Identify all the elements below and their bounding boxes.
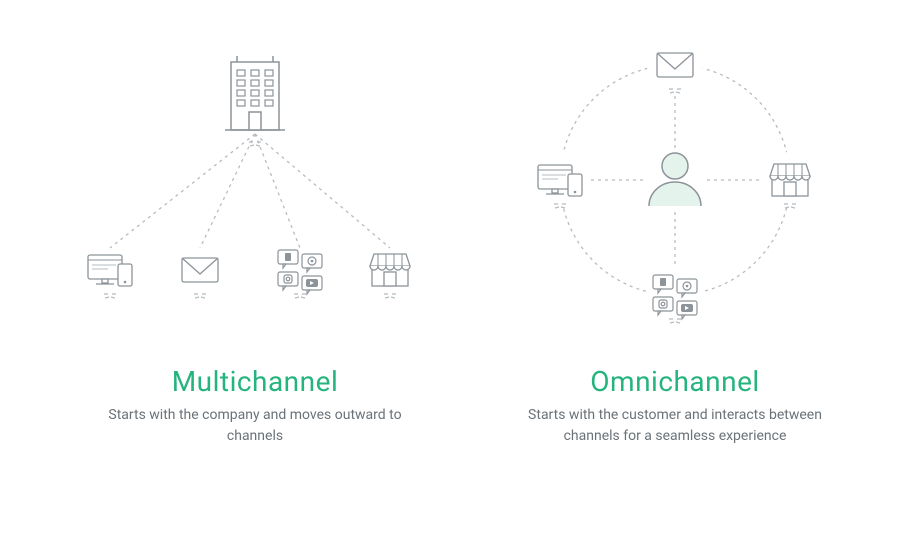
storefront-icon (370, 254, 410, 286)
customer-person-icon (649, 153, 701, 206)
storefront-icon (770, 164, 810, 196)
omnichannel-title: Omnichannel (525, 365, 825, 398)
envelope-icon (657, 53, 693, 77)
devices-icon (88, 255, 132, 286)
comparison-diagram: Multichannel Starts with the company and… (0, 0, 900, 540)
company-building-icon (225, 56, 285, 130)
omnichannel-description: Starts with the customer and interacts b… (525, 405, 825, 447)
multichannel-title: Multichannel (105, 365, 405, 398)
envelope-icon (182, 258, 218, 282)
multichannel-description: Starts with the company and moves outwar… (105, 405, 405, 447)
diagram-svg (0, 0, 900, 540)
social-icon (278, 250, 322, 294)
